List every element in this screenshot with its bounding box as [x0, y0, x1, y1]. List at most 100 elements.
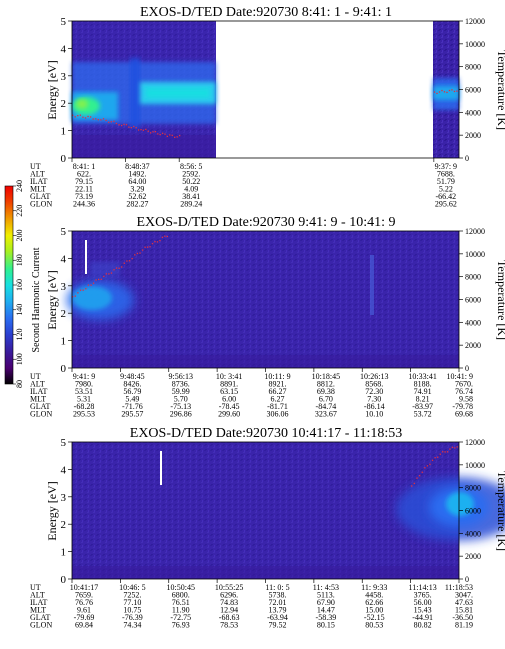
orbit-cell: 9:37: 9 — [435, 162, 457, 171]
orbit-cell: 8426. — [123, 380, 141, 389]
temperature-point — [74, 116, 76, 118]
orbit-cell: 5.31 — [77, 395, 91, 404]
temperature-point — [448, 89, 451, 92]
temperature-point — [82, 289, 84, 291]
temperature-point — [439, 453, 441, 455]
orbit-cell: 7252. — [123, 591, 141, 600]
temperature-point — [108, 273, 110, 275]
temperature-point — [166, 135, 169, 138]
temperature-point — [413, 482, 415, 485]
orbit-cell: 8891. — [220, 380, 238, 389]
panel-2: EXOS-D/TED Date:920730 9:41: 9 - 10:41: … — [30, 215, 505, 419]
orbit-cell: 7659. — [75, 591, 93, 600]
temperature-point — [95, 279, 97, 281]
orbit-row-label: GLON — [30, 410, 52, 419]
energy-tick-label: 4 — [61, 43, 67, 55]
panel-2-plot — [66, 230, 460, 369]
orbit-cell: 10:18:45 — [312, 372, 340, 381]
orbit-row-label: GLON — [30, 200, 52, 209]
orbit-cell: 10:26:13 — [360, 372, 388, 381]
panel-2-ylabel-right: Temperature [K] — [495, 260, 505, 340]
temperature-tick-label: 0 — [465, 364, 469, 373]
orbit-cell: -68.28 — [74, 402, 95, 411]
orbit-cell: 74.91 — [414, 387, 432, 396]
temperature-point — [87, 284, 90, 286]
temperature-point — [131, 257, 133, 260]
temperature-tick-label: 2000 — [465, 341, 481, 350]
colorbar-tick-label: 200 — [15, 230, 24, 242]
orbit-cell: 4458. — [365, 591, 383, 600]
temperature-point — [451, 446, 454, 448]
temperature-point — [72, 296, 74, 298]
orbit-cell: 295.57 — [121, 410, 143, 419]
orbit-cell: 2592. — [182, 170, 200, 179]
orbit-cell: -68.63 — [219, 613, 240, 622]
orbit-row-label: GLAT — [30, 192, 51, 201]
temperature-point — [135, 127, 137, 129]
orbit-cell: 3765. — [414, 591, 432, 600]
energy-tick-label: 4 — [61, 253, 67, 265]
orbit-cell: -71.76 — [122, 402, 143, 411]
temperature-point — [118, 267, 120, 269]
panel-2-white-marker — [85, 240, 87, 274]
temperature-point — [421, 471, 423, 473]
orbit-row-label: UT — [30, 162, 41, 171]
orbit-cell: 5.22 — [439, 185, 453, 194]
orbit-cell: 22.11 — [75, 185, 93, 194]
orbit-cell: 76.76 — [75, 598, 93, 607]
energy-tick-label: 1 — [61, 547, 67, 559]
orbit-cell: 77.10 — [123, 598, 141, 607]
energy-tick-label: 5 — [61, 16, 67, 28]
temperature-point — [72, 114, 74, 116]
orbit-cell: 80.15 — [317, 621, 335, 630]
orbit-cell: 80.82 — [414, 621, 432, 630]
colorbar-label: Second Harmonic Current — [31, 247, 42, 352]
temperature-point — [126, 260, 128, 262]
orbit-cell: 80.53 — [365, 621, 383, 630]
temperature-tick-label: 10000 — [465, 250, 485, 259]
colorbar-tick-label: 140 — [15, 304, 24, 316]
orbit-cell: 622. — [77, 170, 91, 179]
temperature-point — [97, 119, 99, 121]
temperature-tick-label: 12000 — [465, 438, 485, 447]
orbit-cell: 66.27 — [269, 387, 287, 396]
orbit-row-label: UT — [30, 583, 41, 592]
orbit-cell: -75.13 — [170, 402, 191, 411]
temperature-point — [79, 114, 82, 116]
orbit-cell: 9:41: 9 — [73, 372, 95, 381]
temperature-point — [154, 131, 157, 133]
orbit-cell: -78.45 — [219, 402, 240, 411]
orbit-cell: 11: 0: 5 — [265, 583, 289, 592]
orbit-cell: 10:11: 9 — [264, 372, 290, 381]
orbit-row-label: GLAT — [30, 402, 51, 411]
panel-1: EXOS-D/TED Date:920730 8:41: 1 - 9:41: 1 — [30, 5, 505, 209]
temperature-point — [92, 118, 94, 120]
energy-tick-label: 2 — [61, 519, 67, 531]
temperature-tick-label: 4000 — [465, 108, 481, 117]
orbit-cell: 7670. — [455, 380, 473, 389]
temperature-point — [134, 254, 136, 256]
temperature-point — [118, 124, 120, 126]
temperature-point — [144, 246, 146, 248]
orbit-cell: 7.30 — [367, 395, 381, 404]
panel-2-title: EXOS-D/TED Date:920730 9:41: 9 - 10:41: … — [137, 215, 396, 230]
panel-3-temperature-trace — [410, 446, 458, 487]
orbit-cell: 74.83 — [220, 598, 238, 607]
orbit-cell: 5113. — [317, 591, 335, 600]
temperature-point — [433, 91, 436, 93]
orbit-row-label: ILAT — [30, 177, 47, 186]
temperature-point — [179, 134, 181, 137]
orbit-cell: 38.41 — [182, 192, 200, 201]
orbit-cell: 6.00 — [222, 395, 236, 404]
temperature-point — [437, 456, 439, 458]
orbit-cell: 13.79 — [269, 606, 287, 615]
colorbar-tick-label: 120 — [15, 329, 24, 341]
colorbar-gradient — [4, 185, 14, 385]
panel-3-ylabel-left: Energy [eV] — [45, 481, 59, 540]
orbit-cell: 295.62 — [435, 200, 457, 209]
temperature-point — [102, 118, 105, 120]
colorbar-tick-label: 240 — [15, 180, 24, 192]
temperature-tick-label: 8000 — [465, 63, 481, 72]
orbit-cell: 11:18:53 — [445, 583, 473, 592]
